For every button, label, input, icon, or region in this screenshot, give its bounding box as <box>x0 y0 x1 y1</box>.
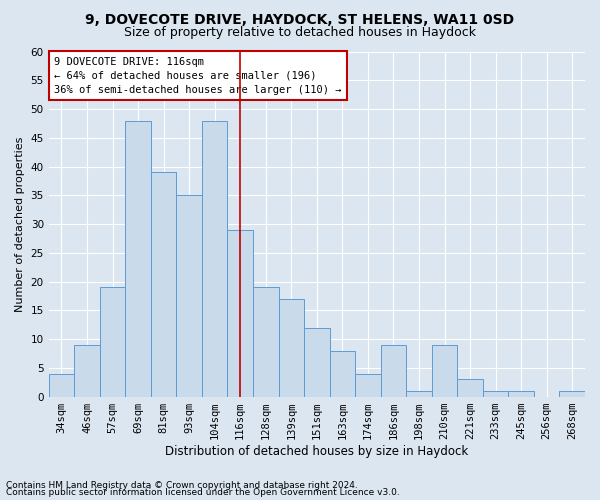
Bar <box>151 172 176 396</box>
Bar <box>457 380 483 396</box>
Bar <box>432 345 457 397</box>
Bar <box>559 391 585 396</box>
Bar <box>74 345 100 397</box>
Bar <box>304 328 329 396</box>
Bar <box>49 374 74 396</box>
Bar <box>227 230 253 396</box>
Text: 9 DOVECOTE DRIVE: 116sqm
← 64% of detached houses are smaller (196)
36% of semi-: 9 DOVECOTE DRIVE: 116sqm ← 64% of detach… <box>54 56 341 94</box>
Y-axis label: Number of detached properties: Number of detached properties <box>15 136 25 312</box>
Bar <box>508 391 534 396</box>
Bar <box>483 391 508 396</box>
Bar <box>278 299 304 396</box>
Bar <box>125 120 151 396</box>
Bar <box>355 374 380 396</box>
Bar <box>176 196 202 396</box>
Text: Contains HM Land Registry data © Crown copyright and database right 2024.: Contains HM Land Registry data © Crown c… <box>6 480 358 490</box>
Bar <box>329 350 355 397</box>
Text: 9, DOVECOTE DRIVE, HAYDOCK, ST HELENS, WA11 0SD: 9, DOVECOTE DRIVE, HAYDOCK, ST HELENS, W… <box>85 12 515 26</box>
Bar <box>100 288 125 397</box>
Bar <box>202 120 227 396</box>
Bar <box>253 288 278 397</box>
Bar <box>380 345 406 397</box>
X-axis label: Distribution of detached houses by size in Haydock: Distribution of detached houses by size … <box>165 444 469 458</box>
Text: Contains public sector information licensed under the Open Government Licence v3: Contains public sector information licen… <box>6 488 400 497</box>
Bar <box>406 391 432 396</box>
Text: Size of property relative to detached houses in Haydock: Size of property relative to detached ho… <box>124 26 476 39</box>
